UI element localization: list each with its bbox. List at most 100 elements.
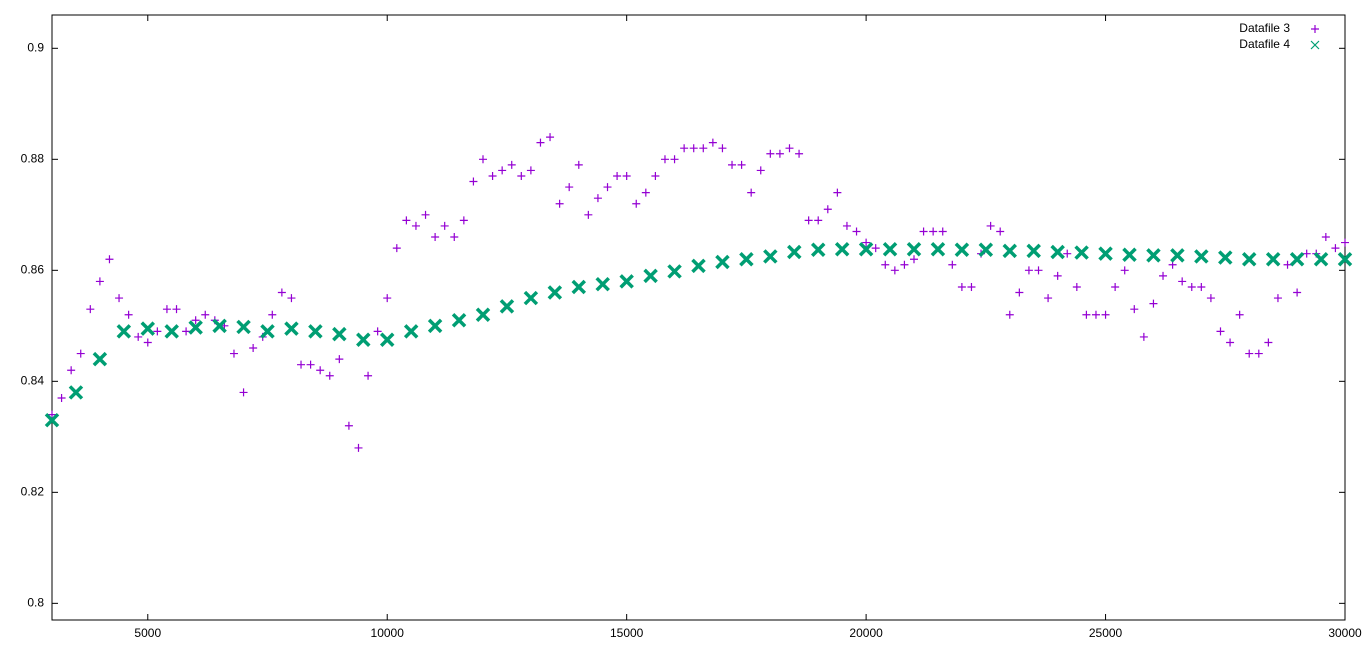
data-point: [948, 260, 957, 269]
data-point: [499, 299, 515, 314]
data-point: [1101, 310, 1110, 319]
data-point: [1082, 310, 1091, 319]
data-point: [249, 344, 258, 353]
data-point: [44, 412, 60, 428]
data-point: [858, 241, 874, 257]
data-point: [632, 199, 641, 208]
data-point: [546, 133, 555, 142]
data-point: [910, 255, 918, 264]
data-point: [641, 188, 650, 197]
data-point: [105, 255, 114, 264]
data-point: [236, 319, 251, 335]
data-point: [459, 216, 468, 225]
data-point: [427, 318, 443, 334]
data-point: [1120, 266, 1129, 275]
data-point: [308, 324, 323, 339]
y-tick-label: 0.82: [21, 485, 45, 499]
data-point: [1254, 349, 1263, 358]
data-point: [775, 149, 784, 158]
data-point: [379, 332, 395, 347]
data-point: [421, 210, 430, 219]
data-point: [643, 268, 658, 284]
data-point: [344, 421, 353, 430]
data-point: [804, 216, 813, 225]
data-point: [1235, 310, 1244, 319]
data-point: [1170, 248, 1185, 263]
data-point: [86, 305, 95, 314]
data-point: [124, 310, 133, 319]
legend-marker: [1310, 40, 1320, 50]
data-point: [469, 177, 478, 186]
data-point: [1187, 282, 1196, 291]
data-point: [871, 244, 880, 253]
data-point: [67, 366, 76, 375]
data-point: [852, 227, 861, 236]
legend-label: Datafile 4: [1239, 37, 1290, 51]
y-tick-label: 0.88: [21, 151, 45, 165]
data-point: [354, 443, 363, 452]
data-point: [613, 171, 622, 180]
data-point: [1130, 305, 1139, 314]
data-point: [260, 324, 275, 339]
data-point: [1321, 233, 1330, 242]
data-point: [523, 290, 539, 306]
data-point: [1146, 248, 1161, 263]
y-tick-label: 0.86: [21, 262, 45, 276]
data-point: [48, 410, 56, 419]
data-point: [162, 305, 171, 314]
y-tick-label: 0.84: [21, 374, 45, 388]
x-tick-label: 20000: [849, 626, 883, 640]
data-point: [182, 327, 191, 336]
data-point: [571, 279, 587, 295]
data-point: [593, 194, 602, 203]
data-point: [1313, 251, 1329, 267]
x-tick-label: 10000: [371, 626, 405, 640]
data-point: [140, 321, 156, 336]
data-point: [392, 244, 401, 253]
data-point: [1026, 243, 1041, 259]
data-point: [833, 188, 842, 197]
data-point: [92, 351, 108, 367]
data-point: [785, 144, 794, 153]
data-point: [747, 188, 756, 197]
data-point: [411, 221, 420, 230]
data-point: [929, 227, 938, 236]
data-point: [651, 171, 660, 180]
data-point: [1206, 294, 1215, 303]
data-point: [565, 183, 574, 192]
data-point: [967, 282, 976, 291]
data-point: [574, 160, 583, 169]
data-point: [1053, 271, 1062, 280]
data-point: [699, 144, 708, 153]
data-point: [364, 371, 373, 380]
data-point: [116, 324, 132, 339]
data-point: [810, 242, 826, 258]
data-point: [1337, 251, 1353, 267]
data-point: [1063, 249, 1072, 258]
data-point: [814, 216, 823, 225]
data-point: [164, 324, 179, 339]
data-point: [1194, 249, 1209, 264]
data-point: [297, 360, 306, 369]
data-point: [1034, 266, 1043, 275]
data-point: [287, 294, 296, 303]
data-point: [555, 199, 564, 208]
data-point: [1218, 250, 1233, 265]
data-point: [507, 160, 516, 169]
data-point: [718, 144, 727, 153]
data-point: [1283, 260, 1292, 269]
y-tick-label: 0.9: [27, 40, 44, 54]
data-point: [787, 244, 802, 260]
data-point: [479, 155, 487, 164]
data-point: [201, 310, 210, 319]
data-point: [1050, 244, 1065, 260]
data-point: [1074, 245, 1089, 260]
data-point: [763, 249, 778, 264]
data-point: [1111, 282, 1120, 291]
data-point: [957, 282, 966, 291]
data-point: [1024, 266, 1033, 275]
data-point: [715, 254, 730, 270]
data-point: [1302, 249, 1311, 258]
